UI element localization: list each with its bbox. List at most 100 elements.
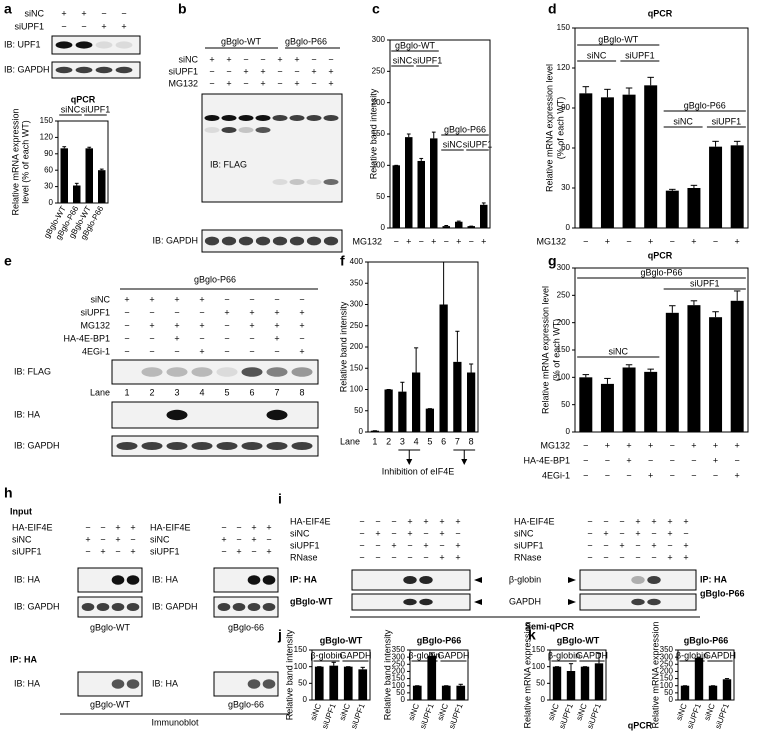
bar (709, 317, 723, 432)
section-label: IP: HA (290, 574, 318, 584)
row-label: MG132 (80, 320, 110, 330)
panel-letter: f (340, 253, 345, 269)
blot-band (272, 236, 288, 246)
y-axis-label: Relative band intensity (338, 301, 348, 392)
bar (594, 663, 604, 700)
x-tick-label: − (394, 236, 399, 246)
blot-band (255, 127, 271, 133)
ib-label: IB: HA (14, 409, 40, 419)
blot-band (204, 236, 220, 246)
x-tick-label: + (431, 236, 436, 246)
bar (398, 391, 407, 432)
x-tick-label: − (583, 236, 588, 246)
ib-label: IB: GAPDH (14, 601, 60, 611)
y-axis-label: Relative band intensity (284, 629, 294, 720)
blot-band (419, 576, 433, 584)
y-tick-label: 120 (557, 63, 571, 72)
y-tick-label: 150 (372, 129, 386, 138)
y-tick-label: 400 (350, 257, 364, 266)
panel-letter: d (548, 1, 557, 17)
sign: − (149, 307, 154, 317)
row-label: HA-EIF4E (514, 516, 555, 526)
sign: + (149, 320, 154, 330)
row-label: HA-EIF4E (150, 522, 191, 532)
bar (417, 160, 425, 228)
y-tick-label: 0 (541, 695, 546, 704)
ib-label: IB: HA (152, 678, 178, 688)
bar (709, 146, 723, 228)
annotation: GAPDH (576, 650, 608, 660)
y-axis-label: Relative mRNA expression (650, 621, 660, 728)
row-label: siUPF1 (168, 66, 198, 76)
x-tick-label: + (605, 236, 610, 246)
y-tick-label: 150 (350, 363, 364, 372)
bar (60, 148, 68, 203)
sign: + (667, 516, 672, 526)
sign: − (85, 546, 90, 556)
y-tick-label: 350 (660, 645, 674, 654)
ib-label: IB: FLAG (210, 159, 247, 169)
ib-label: IB: HA (152, 574, 178, 584)
sign: − (277, 78, 282, 88)
annotation: siNC (673, 116, 693, 126)
sign: + (423, 516, 428, 526)
row-label: siNC (290, 528, 310, 538)
blot-band (221, 236, 237, 246)
sign: − (619, 516, 624, 526)
y-tick-label: 0 (566, 427, 571, 436)
sign: + (667, 528, 672, 538)
bar (392, 165, 400, 228)
section-label: gBglo-WT (290, 596, 333, 606)
blot-band (323, 179, 339, 185)
sign: − (359, 540, 364, 550)
bar (622, 367, 636, 432)
sign: + (174, 333, 179, 343)
blot-band (96, 603, 110, 611)
row-label: siUPF1 (14, 21, 44, 31)
lane-number: 4 (199, 387, 204, 397)
sign: − (299, 294, 304, 304)
sign: − (243, 78, 248, 88)
ib-label: IB: GAPDH (14, 440, 60, 450)
x-tick-label: + (605, 440, 610, 450)
plot-frame (549, 649, 607, 701)
blot-title: gBglo-P66 (194, 274, 236, 284)
bar (370, 430, 379, 432)
blot-band (238, 127, 254, 133)
x-tick-label: siNC (338, 702, 352, 722)
y-tick-label: 50 (664, 688, 673, 697)
sign: + (735, 470, 740, 480)
sign: + (328, 78, 333, 88)
bar (730, 145, 744, 228)
sign: − (236, 534, 241, 544)
blot-band (291, 367, 313, 377)
y-tick-label: 50 (536, 678, 545, 687)
bar (566, 671, 576, 700)
lane-number: 1 (124, 387, 129, 397)
y-tick-label: 200 (350, 342, 364, 351)
bar (455, 221, 463, 228)
sign: − (81, 21, 86, 31)
blot-band (126, 575, 140, 585)
sign: − (101, 8, 106, 18)
sign: − (224, 294, 229, 304)
y-tick-label: 150 (294, 645, 308, 654)
x-tick-label: − (444, 236, 449, 246)
bar (467, 372, 476, 432)
sign: − (455, 528, 460, 538)
bar (343, 666, 353, 700)
blot-band (262, 575, 276, 585)
sign: + (439, 528, 444, 538)
y-tick-label: 0 (49, 198, 54, 207)
blot-band (166, 367, 188, 377)
y-tick-label: 90 (44, 149, 53, 158)
blot-name: gBglo-WT (90, 622, 131, 632)
sign: + (174, 320, 179, 330)
sign: − (299, 333, 304, 343)
row-label: siNC (12, 534, 32, 544)
blot-band (266, 442, 288, 450)
x-tick-label: siNC (702, 702, 716, 722)
blot-name: gBglo-66 (228, 699, 264, 709)
chart-title: gBglo-P66 (417, 635, 462, 645)
x-tick-label: + (691, 236, 696, 246)
